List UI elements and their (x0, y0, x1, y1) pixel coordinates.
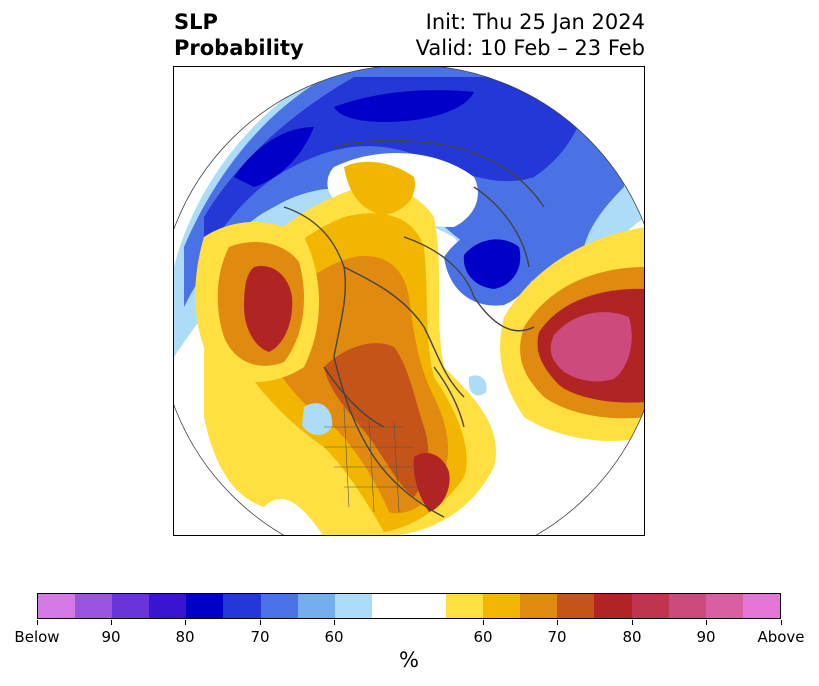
below-zone-siberia-core (463, 239, 521, 289)
above-zone-europe-90 (550, 312, 632, 382)
colorbar-tick-label: 60 (324, 628, 344, 646)
colorbar-tick-label: 80 (175, 628, 195, 646)
colorbar-tick-label: 70 (547, 628, 567, 646)
colorbar-segment (557, 594, 595, 618)
colorbar-tick (706, 620, 707, 625)
above-zone-arctic (344, 161, 415, 215)
colorbar-tick (781, 620, 782, 625)
colorbar-tick-label: 90 (696, 628, 716, 646)
probability-map (173, 66, 645, 536)
colorbar-tick (557, 620, 558, 625)
colorbar-segment (149, 594, 187, 618)
colorbar-segment (223, 594, 261, 618)
colorbar-segment (594, 594, 632, 618)
map-canvas (174, 67, 644, 535)
contour-fields (174, 67, 644, 535)
colorbar-tick-label: 90 (101, 628, 121, 646)
colorbar-segment (112, 594, 150, 618)
colorbar-segment (260, 594, 298, 618)
colorbar-segment (705, 594, 743, 618)
title-variable: SLP (174, 10, 218, 34)
colorbar-tick-label: 80 (622, 628, 642, 646)
colorbar-segment (520, 594, 558, 618)
coastlines (283, 139, 545, 518)
colorbar-tick (185, 620, 186, 625)
colorbar-segment (631, 594, 669, 618)
below-zone-small-2 (469, 375, 487, 396)
colorbar-segment (334, 594, 372, 618)
colorbar-segment (668, 594, 706, 618)
title-product: Probability (174, 36, 304, 60)
colorbar-segment (742, 594, 780, 618)
colorbar-segment (371, 594, 447, 618)
colorbar-segment (38, 594, 76, 618)
chart-title-right: Init: Thu 25 Jan 2024 Valid: 10 Feb – 23… (416, 9, 645, 61)
above-zone-core-se (413, 452, 450, 512)
colorbar-tick-label: Below (14, 628, 60, 646)
colorbar-tick-label: 60 (473, 628, 493, 646)
chart-title-left: SLP Probability (174, 9, 304, 61)
colorbar-tick (483, 620, 484, 625)
colorbar-segment (186, 594, 224, 618)
colorbar-tick (632, 620, 633, 625)
state-borders (324, 406, 424, 513)
colorbar-segment (483, 594, 521, 618)
valid-range: Valid: 10 Feb – 23 Feb (415, 36, 645, 60)
colorbar-tick (111, 620, 112, 625)
below-zone-90-pole (334, 90, 474, 122)
colorbar-tick (37, 620, 38, 625)
below-zone-90-west (234, 127, 314, 187)
colorbar-segment (75, 594, 113, 618)
colorbar-tick-label: Above (757, 628, 805, 646)
init-date: Init: Thu 25 Jan 2024 (425, 10, 645, 34)
below-zone-80 (204, 77, 594, 257)
colorbar-segment (446, 594, 484, 618)
colorbar-segment (297, 594, 335, 618)
colorbar-unit: % (399, 648, 419, 672)
colorbar-tick (260, 620, 261, 625)
above-zone-90-na (324, 343, 429, 497)
colorbar-tick-label: 70 (250, 628, 270, 646)
above-zone-pacific-80 (244, 266, 293, 352)
colorbar-tick (334, 620, 335, 625)
colorbar (37, 593, 781, 619)
